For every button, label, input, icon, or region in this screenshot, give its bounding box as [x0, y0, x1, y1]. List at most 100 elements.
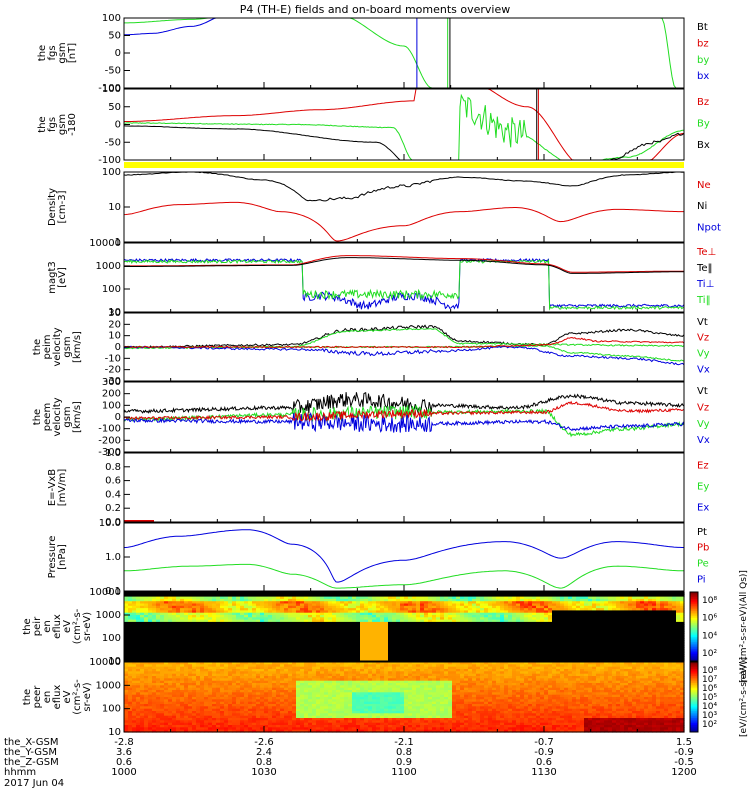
x-tick-label-t: 1200: [671, 767, 696, 778]
y-tick-label: 1000: [96, 261, 121, 272]
y-tick-label: -300: [98, 447, 121, 458]
y-axis-label-line: [mV/m]: [57, 469, 68, 507]
y-tick-label: 200: [102, 389, 121, 400]
plot-frame: [123, 381, 685, 453]
y-tick-label: 10000: [89, 238, 121, 249]
y-axis-label-line: the: [32, 409, 43, 425]
x-tick-label-t: 1030: [251, 767, 276, 778]
y-tick-label: 0.6: [105, 476, 121, 487]
series-te-par: [124, 257, 684, 274]
y-tick-label: 1.0: [105, 448, 121, 459]
y-tick-label: 10: [108, 727, 121, 738]
panel-pressure: 10.0 1.0 0.1 Pressure [nPa] Pt Pb Pe Pi: [47, 518, 709, 597]
plot-frame: [123, 452, 685, 523]
legend-entry: Pi: [697, 574, 706, 585]
y-axis-label-line: gsm: [57, 42, 68, 63]
y-tick-label: 300: [102, 377, 121, 388]
x-tick-label-t: 1100: [391, 767, 416, 778]
x-tick-label-t: 1000: [111, 767, 136, 778]
series-bx: [124, 18, 684, 36]
y-axis-label-line: the: [22, 689, 33, 705]
y-tick-label: 20: [108, 319, 121, 330]
y-axis-label: Density [cm-3]: [47, 188, 68, 226]
legend-entry: bz: [697, 38, 709, 49]
y-axis-label: the peir en eflux eV (cm²-s-sr-eV): [22, 608, 93, 644]
legend-entry: Ti‖: [696, 295, 711, 306]
y-axis-label: the fgs gsm -180: [37, 113, 78, 136]
y-tick-label: -100: [98, 155, 121, 166]
series-vt: [123, 324, 685, 349]
legend-entry: Ni: [697, 201, 707, 212]
y-axis-label: the peim velocity gsm [km/s]: [32, 327, 83, 366]
y-axis-label-line: en: [42, 691, 53, 704]
legend-entry: bx: [697, 71, 709, 82]
y-axis-label-line: Density: [47, 188, 58, 226]
data-flag-bar: [124, 162, 684, 168]
x-tick-label-t: 1130: [531, 767, 556, 778]
y-tick-label: -30: [105, 376, 121, 387]
x-axis-row-label: the_Z-GSM: [4, 757, 59, 768]
x-tick-label-y: 0.8: [396, 747, 412, 758]
y-tick-label: 0.8: [105, 462, 121, 473]
plot-area: [124, 18, 684, 88]
series-ti-par: [123, 259, 684, 311]
y-axis-label-line: [nPa]: [57, 544, 68, 570]
colorbar-tick-label: 10⁵: [702, 693, 717, 703]
x-tick-label-y: -0.9: [674, 747, 694, 758]
colorbar-tick-label: 10⁴: [702, 702, 717, 712]
series-by: [124, 93, 684, 160]
series-by-end: [124, 18, 684, 88]
x-tick-label-z: -0.5: [674, 757, 694, 768]
x-axis-row-label: the_X-GSM: [4, 737, 58, 748]
legend-entry: Vy: [697, 348, 710, 359]
series-ti-perp: [123, 257, 685, 310]
y-tick-label: 50: [108, 102, 121, 113]
y-axis-label-line: the: [32, 339, 43, 355]
legend-entry: Te⊥: [696, 247, 716, 258]
y-axis-label-line: fgs: [47, 45, 58, 60]
plot-frame: [123, 171, 685, 243]
plot-area: [124, 89, 684, 160]
colorbar-frame: [689, 591, 699, 662]
panel-temperature: 10000 1000 100 10 magt3 [eV] Te⊥ Te‖ Ti⊥ Ti‖: [47, 238, 716, 318]
y-axis-label-line: peer: [32, 685, 43, 709]
series-by: [124, 18, 684, 88]
legend-entry: Vz: [697, 402, 709, 413]
legend-entry: Ey: [697, 482, 709, 493]
colorbar-tick-label: 10⁶: [702, 684, 717, 694]
colorbar-tick-label: 10²: [702, 649, 717, 659]
legend-entry: Ex: [697, 503, 709, 514]
legend-entry: Vt: [697, 386, 708, 397]
legend-entry: Bz: [697, 97, 709, 108]
y-tick-label: -50: [105, 137, 121, 148]
x-tick-label-z: 0.9: [396, 757, 412, 768]
y-axis-label: Pressure [nPa]: [47, 536, 68, 579]
series-vx: [123, 345, 685, 366]
y-axis-label-line: gsm: [62, 336, 73, 357]
panel-electron-eflux: 10000 1000 100 10 the peer en eflux eV (cm²-s-sr-…: [22, 657, 749, 738]
x-tick-label-y: -0.9: [534, 747, 554, 758]
y-tick-label: 0: [115, 342, 121, 353]
y-tick-label: 0: [115, 48, 121, 59]
legend-entry: Bx: [697, 140, 710, 151]
x-tick-label-x: 1.5: [676, 737, 692, 748]
y-axis-label: magt3 [eV]: [47, 261, 68, 294]
y-tick-label: 0: [115, 120, 121, 131]
y-tick-label: -100: [98, 83, 121, 94]
y-axis-label-line: the: [37, 116, 48, 132]
y-tick-label: 10000: [89, 657, 121, 668]
y-tick-label: 0: [115, 412, 121, 423]
y-tick-label: 100: [102, 704, 121, 715]
y-tick-label: 1000: [96, 680, 121, 691]
y-axis-label-line: (cm²-s-: [72, 608, 83, 644]
y-axis-label-line: peem: [42, 403, 53, 431]
legend-entry: by: [697, 55, 709, 66]
x-tick-label-y: 3.6: [116, 747, 132, 758]
plot-frame: [123, 17, 685, 89]
legend-entry: Te‖: [696, 263, 713, 274]
y-tick-label: -20: [105, 365, 121, 376]
y-axis-label-line: sr-eV): [82, 612, 93, 641]
